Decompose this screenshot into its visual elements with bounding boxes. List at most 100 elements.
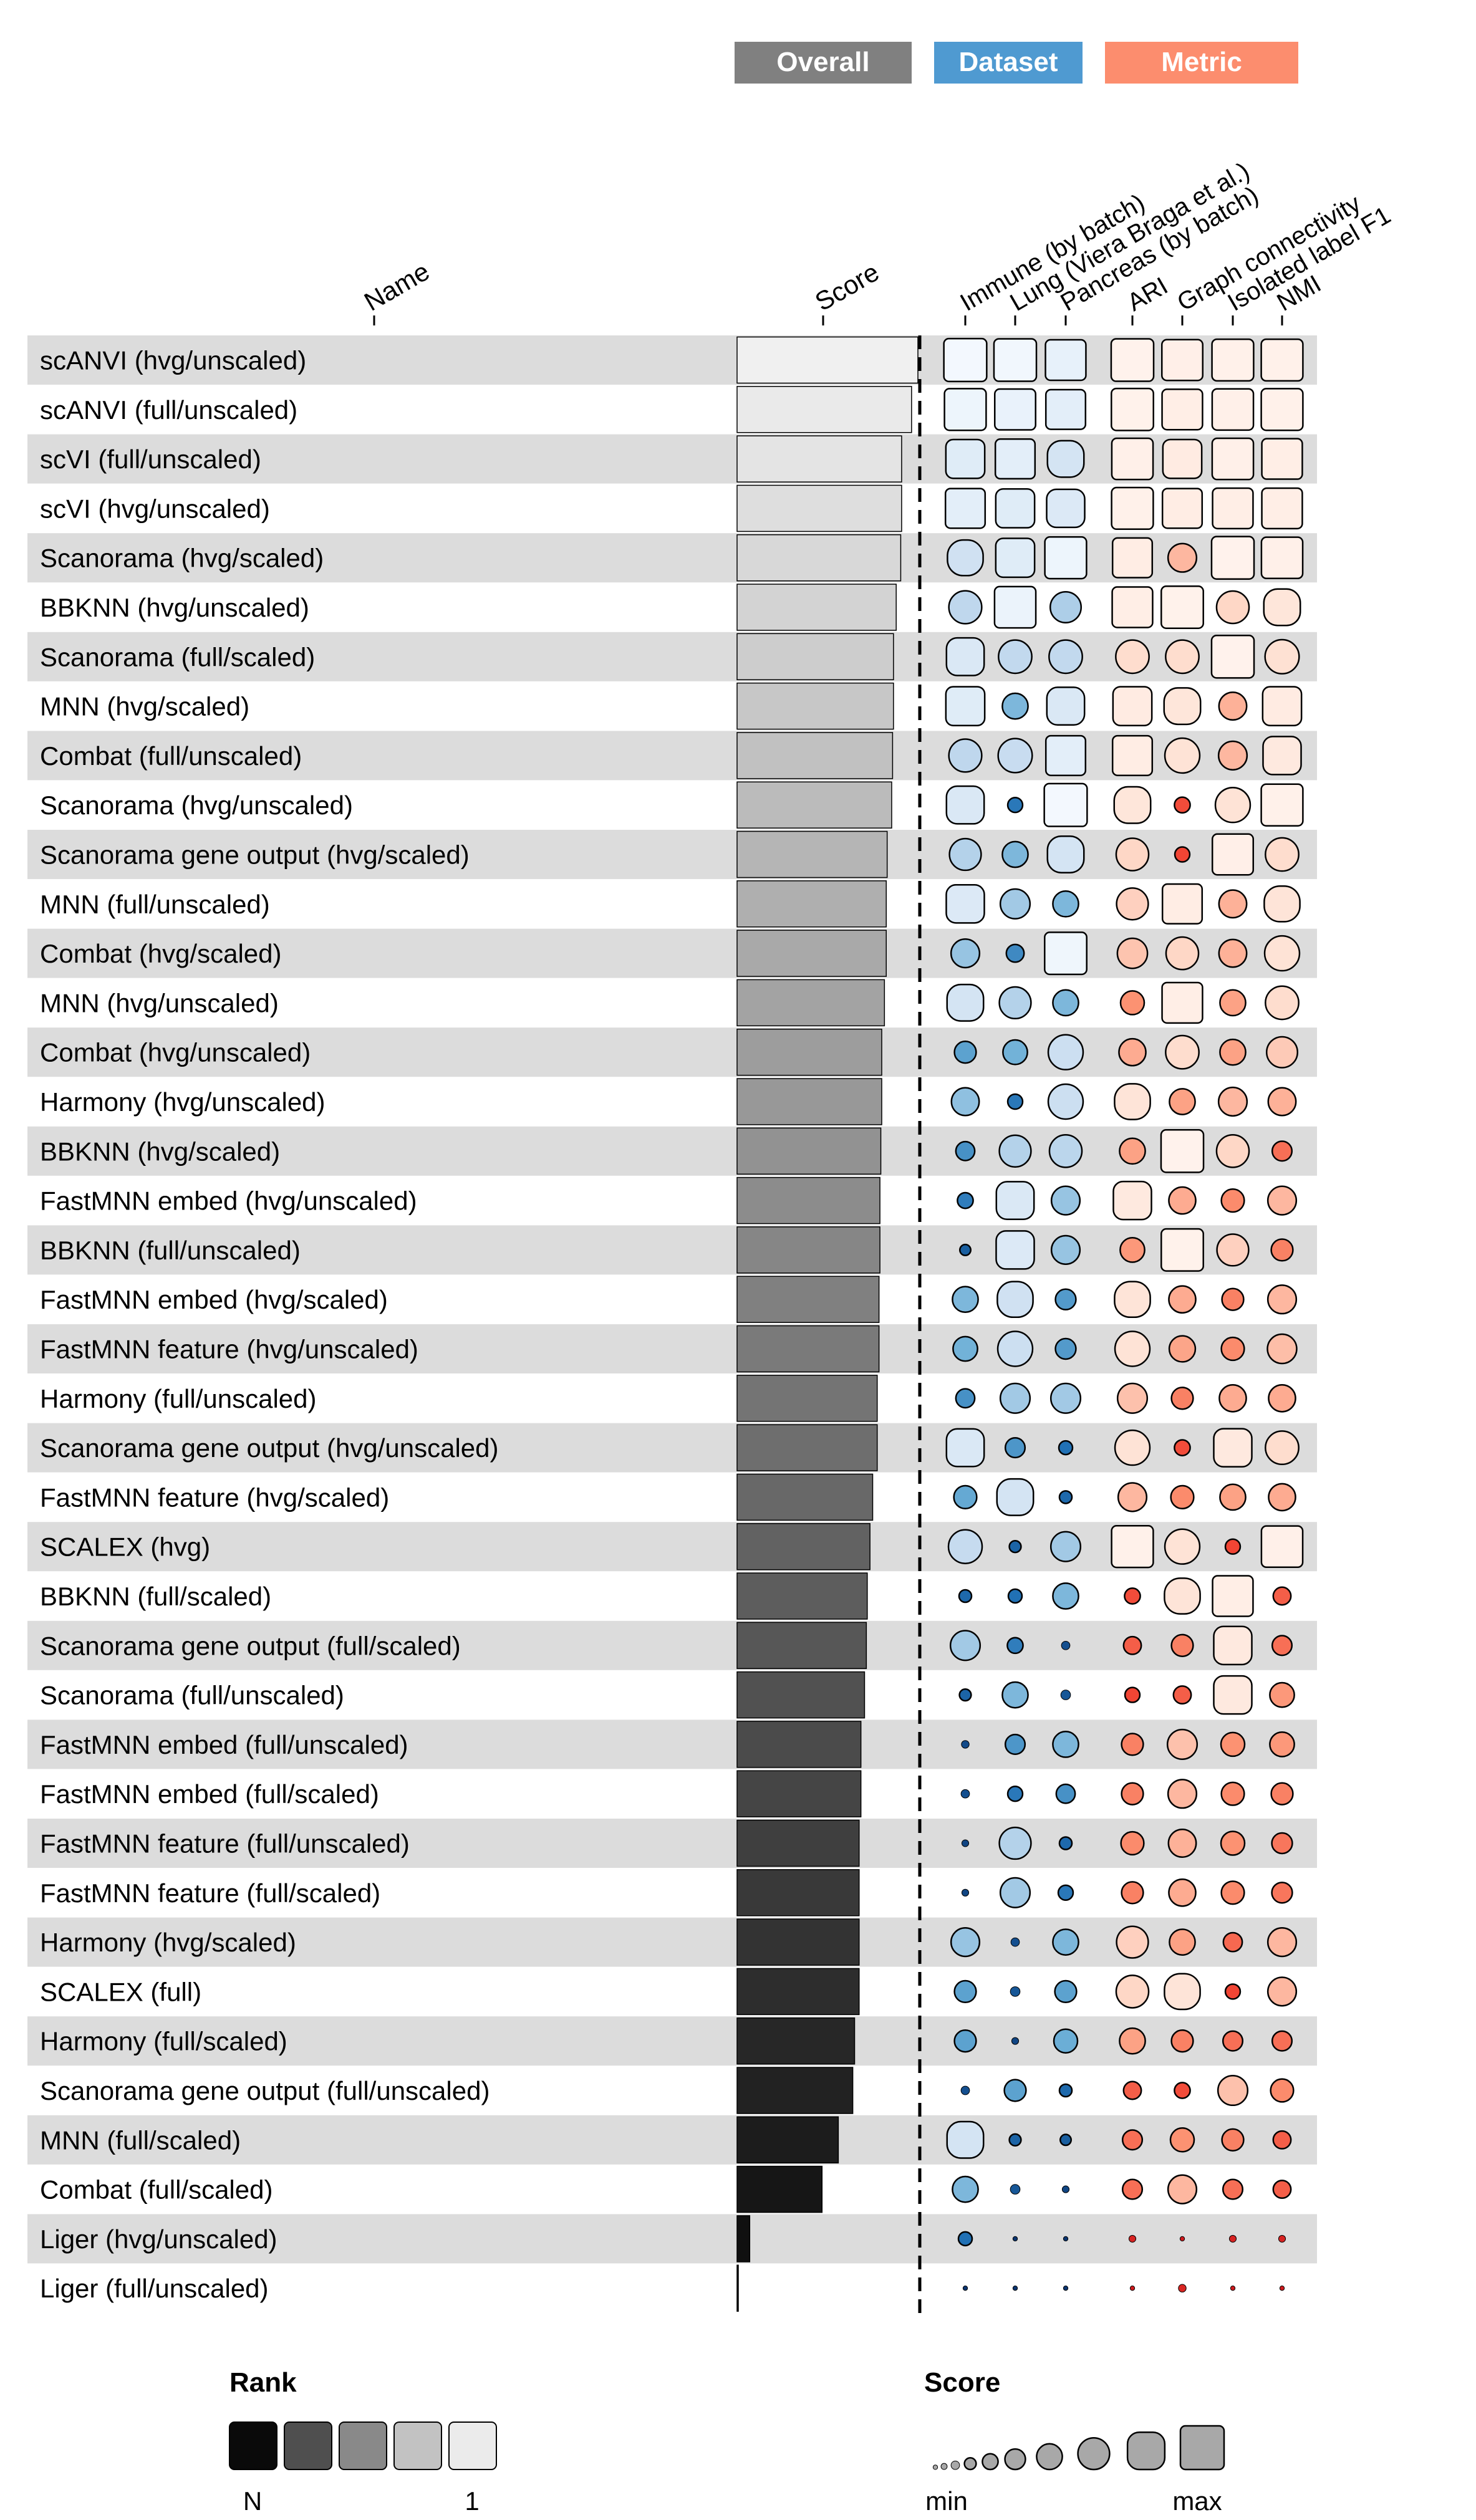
method-name: FastMNN feature (hvg/unscaled)	[40, 1335, 418, 1364]
dataset-score-cell	[958, 1589, 973, 1604]
metric-score-cell	[1217, 740, 1248, 771]
dataset-score-cell	[999, 1877, 1031, 1908]
method-name: Scanorama (full/scaled)	[40, 642, 315, 671]
metric-score-cell	[1161, 488, 1203, 529]
metric-score-cell	[1268, 1483, 1296, 1512]
method-name: FastMNN feature (full/scaled)	[40, 1878, 380, 1908]
metric-score-cell	[1114, 1330, 1151, 1367]
table-row: scVI (hvg/unscaled)	[40, 484, 1303, 532]
metric-score-cell	[1220, 1880, 1245, 1905]
dataset-score-cell	[998, 639, 1033, 675]
dataset-score-cell	[1061, 1640, 1071, 1650]
metric-score-cell	[1112, 1180, 1152, 1221]
method-name: SCALEX (full)	[40, 1977, 201, 2006]
dataset-score-cell	[950, 1087, 980, 1117]
dataset-score-cell	[944, 488, 986, 529]
score-bar	[736, 880, 887, 928]
group-header: Overall Dataset Metric	[735, 42, 1298, 84]
rank-legend-title: Rank	[229, 2367, 297, 2398]
rank-legend-box	[448, 2421, 497, 2470]
method-name: MNN (hvg/scaled)	[40, 692, 249, 721]
metric-score-cell	[1270, 2078, 1295, 2103]
score-bar	[736, 682, 894, 730]
metric-score-cell	[1161, 883, 1203, 925]
table-row: Liger (full/unscaled)	[40, 2264, 1285, 2312]
dataset-score-cell	[1006, 1785, 1024, 1802]
metric-score-cell	[1172, 1685, 1192, 1705]
dataset-score-cell	[1058, 1440, 1074, 1456]
metric-score-cell	[1179, 2236, 1185, 2242]
method-name: FastMNN embed (full/unscaled)	[40, 1730, 408, 1759]
dataset-score-cell	[1054, 1979, 1078, 2004]
dataset-score-cell	[999, 888, 1031, 920]
dataset-score-cell	[953, 1979, 977, 2004]
method-name: BBKNN (full/scaled)	[40, 1582, 271, 1611]
row-stripe	[27, 2214, 1317, 2264]
metric-score-cell	[1217, 1086, 1248, 1117]
metric-score-cell	[1221, 2128, 1245, 2152]
dataset-score-cell	[1007, 1588, 1023, 1604]
method-name: Liger (hvg/unscaled)	[40, 2224, 277, 2254]
metric-score-cell	[1119, 2027, 1146, 2055]
metric-score-cell	[1122, 2080, 1142, 2100]
metric-score-cell	[1261, 438, 1303, 480]
metric-score-cell	[1279, 2286, 1285, 2291]
metric-score-cell	[1220, 1781, 1245, 1806]
score-legend-shape	[950, 2460, 960, 2470]
table-row: MNN (full/scaled)	[40, 2116, 1292, 2164]
metric-score-cell	[1119, 990, 1146, 1016]
metric-score-cell	[1167, 1829, 1197, 1858]
score-bar	[736, 2264, 739, 2312]
metric-score-cell	[1260, 536, 1304, 580]
dataset-score-cell	[1057, 1884, 1074, 1902]
metric-score-cell	[1110, 338, 1155, 382]
table-row: BBKNN (full/unscaled)	[40, 1226, 1294, 1274]
table-rows: scANVI (hvg/unscaled) scANVI (full/unscal…	[40, 336, 1304, 2312]
metric-score-cell	[1111, 586, 1154, 628]
rank-legend-box	[339, 2421, 387, 2470]
dataset-score-cell	[948, 837, 982, 872]
metric-score-cell	[1174, 2082, 1191, 2099]
score-column-header: Score	[810, 257, 884, 317]
score-bar	[736, 2017, 856, 2065]
metric-score-cell	[1263, 885, 1301, 923]
dataset-score-cell	[1008, 2133, 1022, 2147]
score-legend-shape	[1126, 2431, 1166, 2471]
dataset-score-cell	[945, 637, 985, 676]
metric-score-cell	[1169, 2127, 1195, 2153]
table-row: Combat (hvg/unscaled)	[40, 1028, 1299, 1076]
metric-score-cell	[1271, 1882, 1293, 1904]
metric-score-cell	[1164, 1973, 1201, 2011]
row-stripe	[27, 2115, 1317, 2165]
metric-score-cell	[1116, 937, 1149, 969]
dataset-score-cell	[960, 2085, 970, 2095]
dataset-score-cell	[1049, 1531, 1082, 1562]
dataset-score-cell	[1012, 2236, 1018, 2242]
dataset-score-cell	[996, 1281, 1034, 1319]
table-row: Harmony (hvg/unscaled)	[40, 1078, 1297, 1125]
dataset-score-cell	[1004, 1437, 1026, 1459]
table-row: MNN (hvg/scaled)	[40, 682, 1303, 730]
metric-score-cell	[1260, 388, 1304, 431]
metric-score-cell	[1115, 639, 1150, 675]
metric-score-cell	[1117, 1482, 1148, 1512]
dataset-score-cell	[1005, 943, 1025, 963]
metric-score-cell	[1116, 887, 1149, 921]
metric-score-cell	[1115, 837, 1150, 872]
metric-score-cell	[1174, 796, 1191, 814]
metric-score-cell	[1170, 1633, 1194, 1657]
metric-score-cell	[1168, 1335, 1197, 1363]
dataset-score-cell	[1052, 989, 1079, 1017]
score-bar	[736, 1918, 860, 1966]
metric-score-cell	[1268, 1383, 1296, 1413]
score-bar	[736, 584, 897, 631]
metric-score-cell	[1213, 1428, 1253, 1468]
method-name: Scanorama (hvg/scaled)	[40, 544, 324, 573]
dataset-score-cell	[946, 2120, 985, 2159]
dataset-header-label: Dataset	[959, 47, 1058, 77]
metric-score-cell	[1119, 1237, 1146, 1263]
metric-score-cell	[1112, 686, 1153, 727]
method-name: SCALEX (hvg)	[40, 1532, 210, 1562]
dataset-score-cell	[995, 537, 1036, 579]
dataset-score-cell	[998, 986, 1032, 1020]
